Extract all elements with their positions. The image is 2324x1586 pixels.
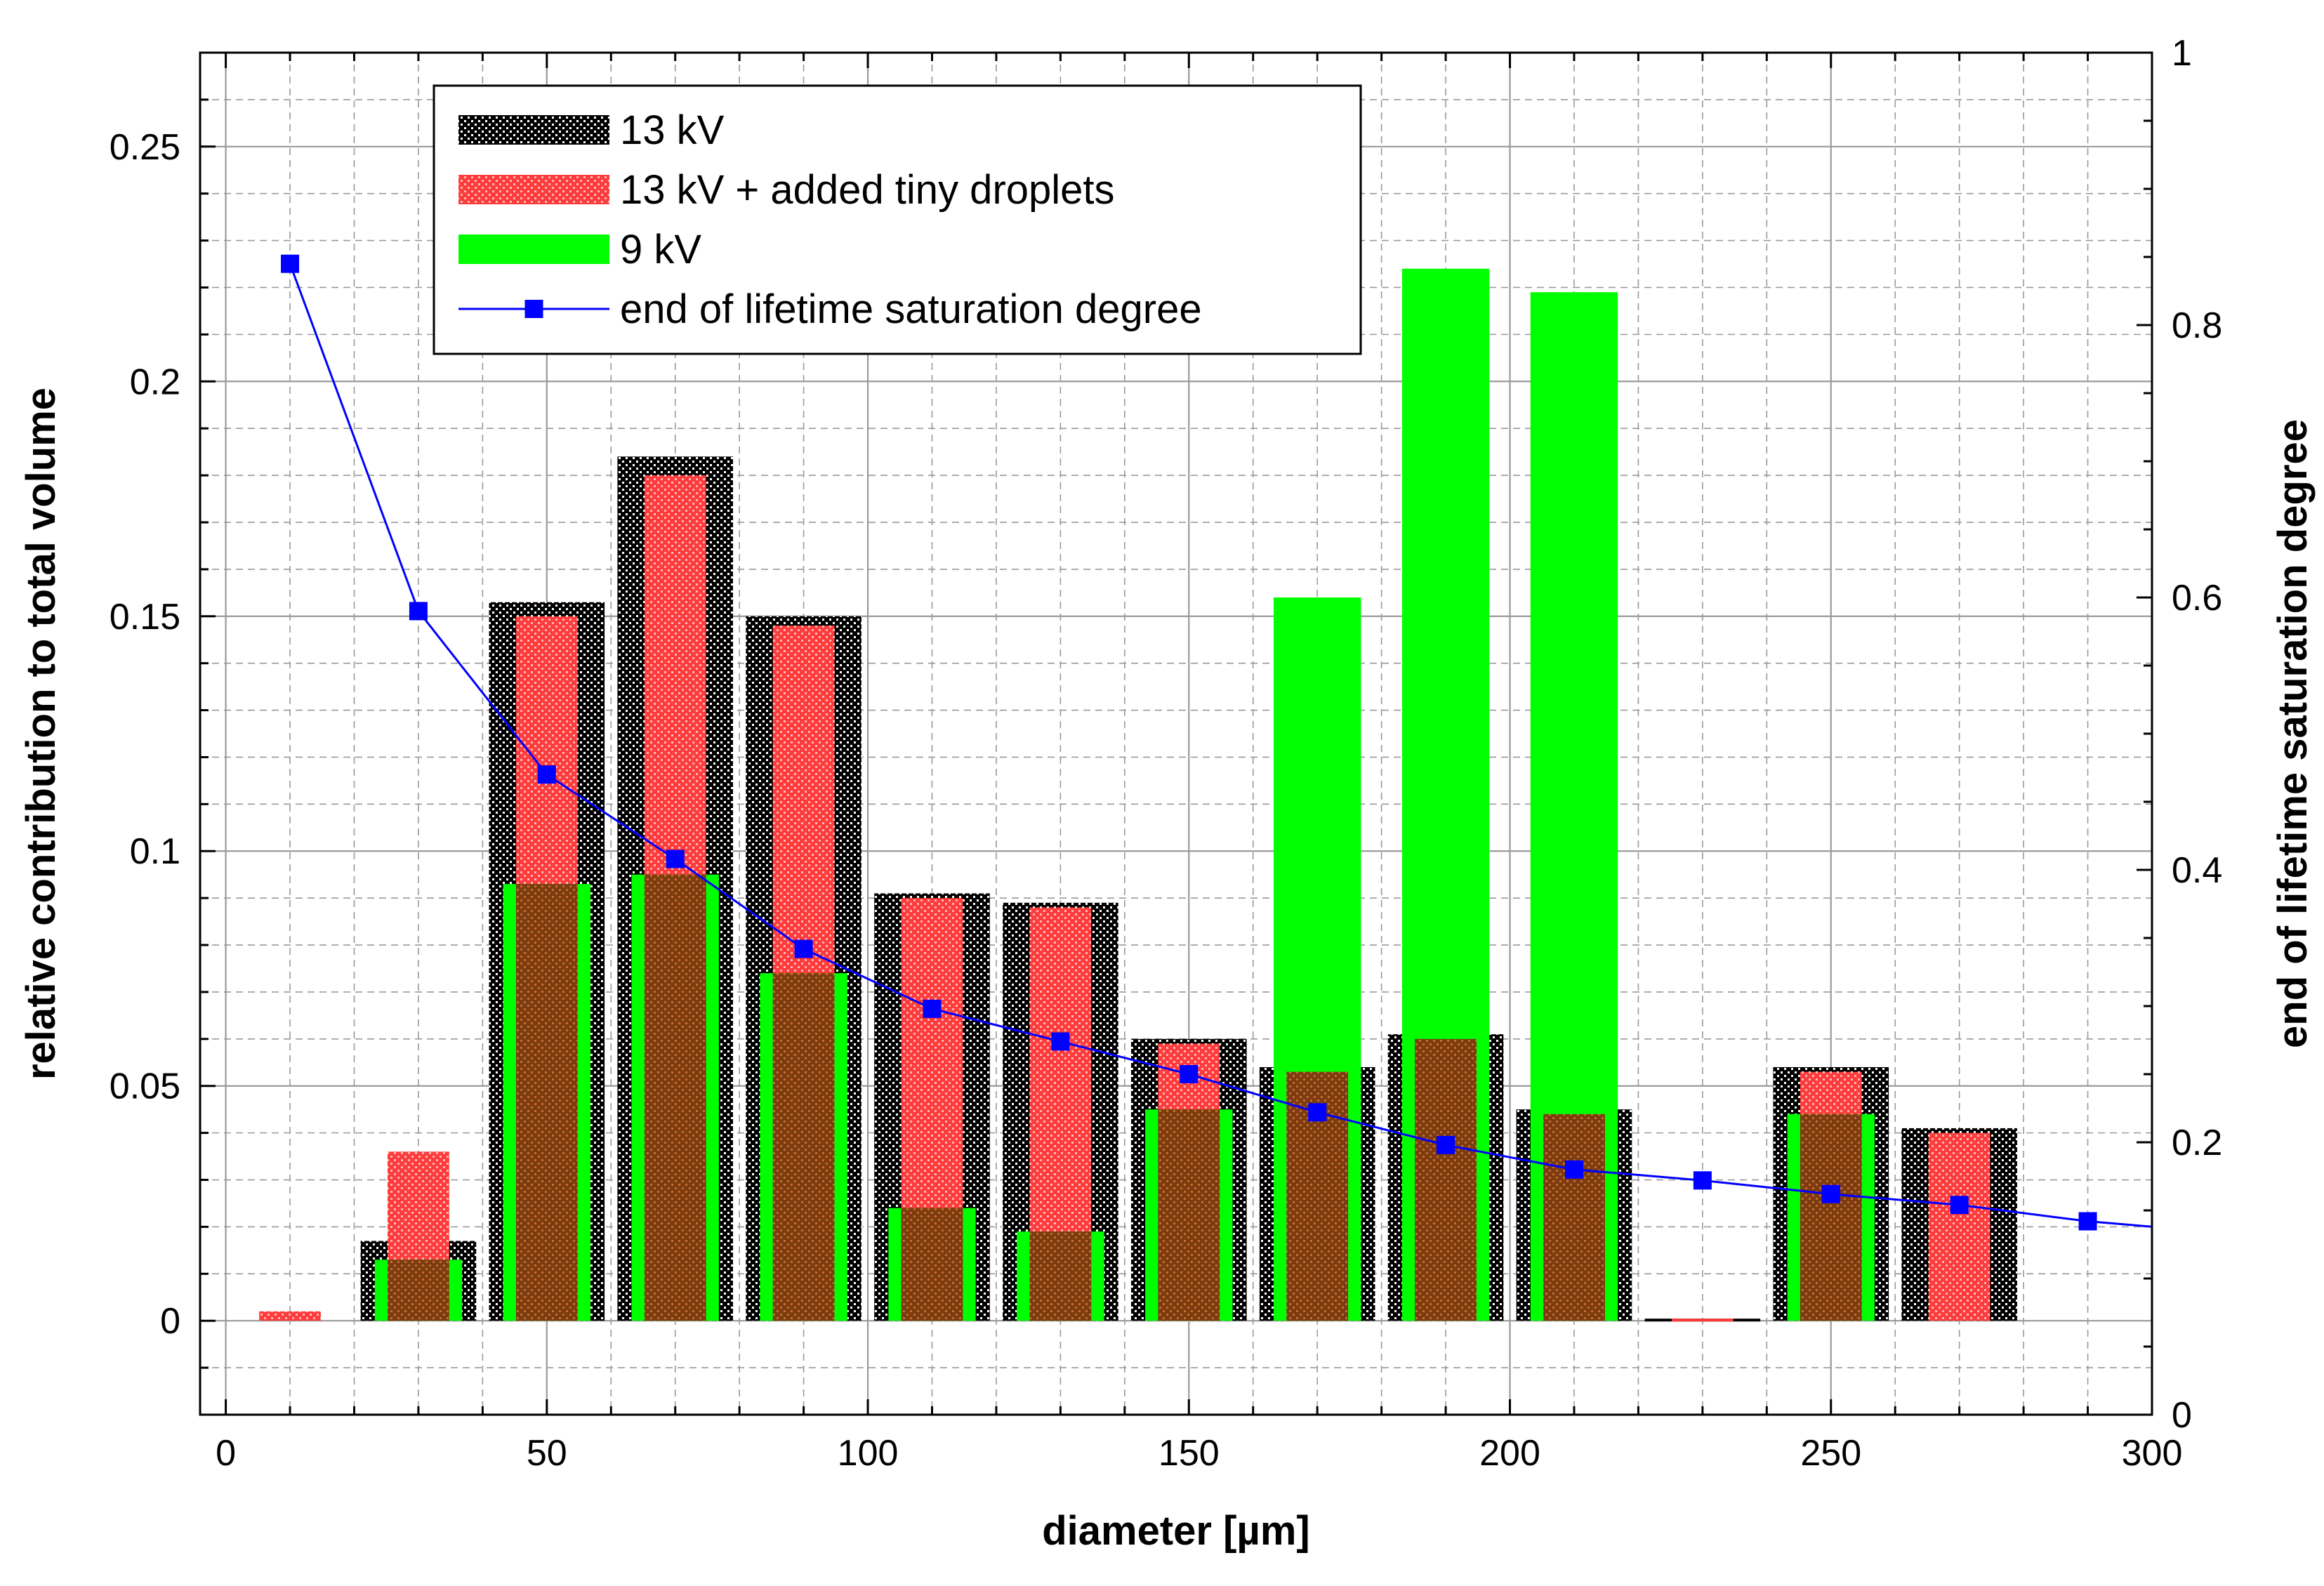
x-axis-title: diameter [µm] <box>1042 1508 1310 1554</box>
saturation-marker <box>1821 1184 1840 1203</box>
tick-labels: 0 50 100 150 200 250 30000.050.10.150.20.2500.… <box>110 33 2223 1474</box>
saturation-marker <box>1308 1103 1327 1122</box>
saturation-marker <box>2078 1212 2097 1231</box>
x-tick-label: 250 <box>1800 1433 1861 1474</box>
bar-13kv-tiny-droplets-zero <box>1671 1319 1734 1322</box>
saturation-marker <box>1693 1171 1712 1190</box>
bar-overlap <box>1415 1038 1477 1321</box>
bar-overlap <box>644 874 706 1321</box>
legend-swatch-saturation-marker <box>524 300 543 318</box>
bar-13kv-tiny-droplets <box>1928 1132 1990 1321</box>
legend-swatch-9kv <box>458 234 609 264</box>
saturation-marker <box>1180 1065 1199 1083</box>
bar-overlap <box>1029 1231 1092 1321</box>
y2-tick-label: 0.4 <box>2172 850 2222 891</box>
legend-label-13kv-tiny-droplets: 13 kV + added tiny droplets <box>620 167 1115 213</box>
y2-tick-label: 0.2 <box>2172 1123 2222 1163</box>
saturation-marker <box>409 602 428 621</box>
y-tick-label: 0.05 <box>110 1066 180 1107</box>
x-tick-label: 100 <box>838 1433 899 1474</box>
saturation-marker <box>281 254 300 273</box>
series-9kv-bars <box>374 268 1875 1321</box>
saturation-marker <box>1950 1196 1969 1215</box>
bar-overlap <box>388 1260 449 1321</box>
x-tick-label: 150 <box>1158 1433 1220 1474</box>
bar-overlap <box>772 973 835 1321</box>
legend: 13 kV 13 kV + added tiny droplets 9 kV e… <box>433 84 1362 355</box>
y-tick-label: 0.15 <box>110 597 180 637</box>
y2-axis-title: end of lifetime saturation degree <box>2270 419 2316 1048</box>
legend-swatch-13kv-tiny-droplets <box>458 175 609 204</box>
bar-overlap <box>1800 1113 1862 1321</box>
x-tick-label: 300 <box>2122 1433 2183 1474</box>
series-saturation-line <box>281 254 2153 1231</box>
bar-13kv-tiny-droplets <box>259 1311 321 1321</box>
x-tick-label: 200 <box>1479 1433 1540 1474</box>
bar-overlap <box>515 884 578 1321</box>
legend-swatch-13kv <box>458 115 609 145</box>
y-tick-label: 0.25 <box>110 127 180 168</box>
saturation-line <box>289 263 2153 1228</box>
y-tick-label: 0.1 <box>130 831 180 872</box>
y2-tick-label: 0.6 <box>2172 578 2222 619</box>
saturation-marker <box>1437 1135 1455 1154</box>
y2-tick-label: 0 <box>2172 1395 2192 1436</box>
legend-label-saturation: end of lifetime saturation degree <box>620 286 1202 332</box>
saturation-marker <box>1051 1032 1070 1051</box>
y-axis-title: relative contribution to total volume <box>18 388 64 1080</box>
saturation-marker <box>537 765 556 784</box>
legend-label-13kv: 13 kV <box>620 107 725 153</box>
saturation-marker <box>923 999 942 1018</box>
saturation-marker <box>794 939 813 958</box>
y2-tick-label: 0.8 <box>2172 305 2222 346</box>
bar-overlap <box>901 1208 963 1321</box>
bar-overlap <box>1158 1109 1220 1321</box>
y-tick-label: 0 <box>160 1301 180 1342</box>
x-tick-label: 0 <box>216 1433 236 1474</box>
legend-label-9kv: 9 kV <box>620 227 701 272</box>
y2-tick-label: 1 <box>2172 33 2192 74</box>
x-tick-label: 50 <box>527 1433 567 1474</box>
saturation-marker <box>666 850 685 868</box>
saturation-marker <box>1564 1160 1583 1179</box>
bar-overlap <box>1543 1113 1605 1321</box>
y-tick-label: 0.2 <box>130 362 180 402</box>
